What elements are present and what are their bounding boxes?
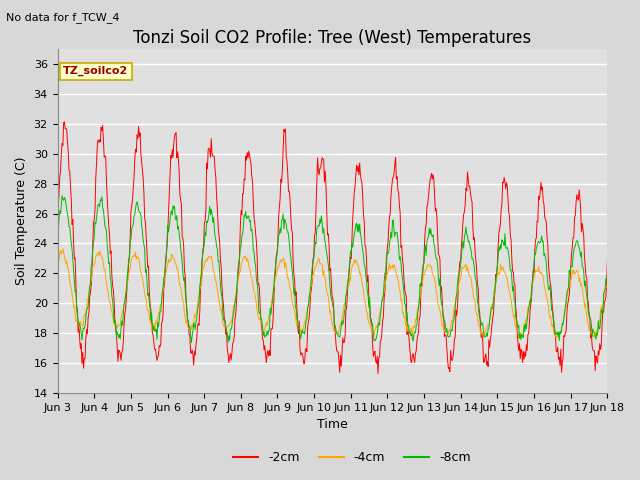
-8cm bbox=[604, 272, 611, 278]
-8cm bbox=[58, 192, 66, 198]
Y-axis label: Soil Temperature (C): Soil Temperature (C) bbox=[15, 157, 28, 285]
X-axis label: Time: Time bbox=[317, 419, 348, 432]
-2cm bbox=[177, 197, 184, 203]
-8cm bbox=[207, 212, 214, 218]
-2cm bbox=[65, 149, 72, 155]
-2cm bbox=[417, 292, 425, 298]
Line: -8cm: -8cm bbox=[58, 195, 607, 343]
Line: -2cm: -2cm bbox=[58, 122, 607, 373]
-4cm bbox=[177, 283, 184, 289]
-4cm bbox=[206, 255, 214, 261]
-8cm bbox=[121, 299, 129, 304]
-8cm bbox=[188, 340, 195, 346]
-2cm bbox=[121, 311, 129, 317]
-4cm bbox=[121, 297, 129, 302]
-2cm bbox=[374, 371, 382, 376]
-2cm bbox=[604, 258, 611, 264]
-4cm bbox=[65, 265, 72, 271]
-4cm bbox=[604, 280, 611, 286]
-4cm bbox=[516, 336, 524, 342]
Text: TZ_soilco2: TZ_soilco2 bbox=[63, 66, 128, 76]
-4cm bbox=[416, 295, 424, 301]
-2cm bbox=[54, 206, 61, 212]
-2cm bbox=[61, 119, 68, 125]
-8cm bbox=[417, 284, 425, 289]
-8cm bbox=[401, 301, 408, 307]
Line: -4cm: -4cm bbox=[58, 249, 607, 339]
-8cm bbox=[54, 241, 61, 247]
-4cm bbox=[400, 315, 408, 321]
-2cm bbox=[206, 147, 214, 153]
-8cm bbox=[65, 215, 72, 221]
-4cm bbox=[59, 246, 67, 252]
-4cm bbox=[54, 263, 61, 269]
-2cm bbox=[401, 288, 408, 293]
-8cm bbox=[177, 244, 184, 250]
Legend: -2cm, -4cm, -8cm: -2cm, -4cm, -8cm bbox=[228, 446, 476, 469]
Text: No data for f_TCW_4: No data for f_TCW_4 bbox=[6, 12, 120, 23]
Title: Tonzi Soil CO2 Profile: Tree (West) Temperatures: Tonzi Soil CO2 Profile: Tree (West) Temp… bbox=[133, 29, 532, 48]
